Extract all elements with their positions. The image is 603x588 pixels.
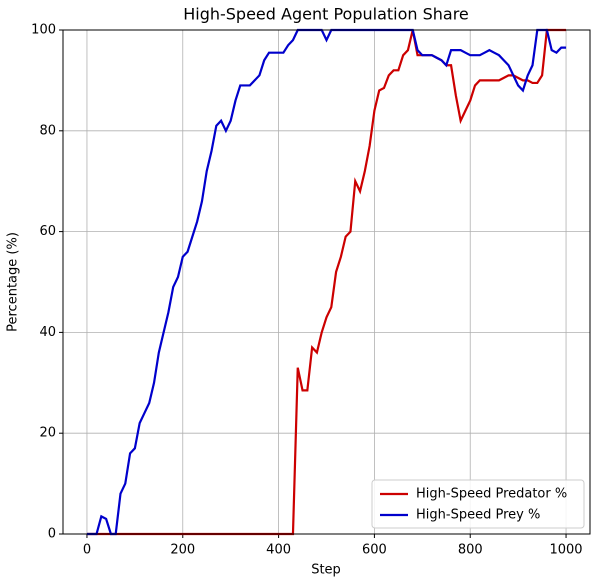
data-line bbox=[86, 28, 567, 536]
y-tick-label: 20 bbox=[39, 426, 56, 441]
y-tick-label: 0 bbox=[48, 527, 56, 542]
x-tick-label: 800 bbox=[458, 543, 483, 558]
x-axis-label: Step bbox=[311, 563, 341, 578]
plot-frame bbox=[62, 29, 591, 535]
x-tick-label: 200 bbox=[170, 543, 195, 558]
y-tick-label: 60 bbox=[39, 224, 56, 239]
legend-label: High-Speed Prey % bbox=[416, 508, 540, 523]
x-tick-label: 400 bbox=[266, 543, 291, 558]
data-line bbox=[86, 28, 567, 536]
legend-box bbox=[371, 479, 585, 529]
y-tick-label: 40 bbox=[39, 325, 56, 340]
x-tick-label: 0 bbox=[83, 543, 91, 558]
legend-label: High-Speed Predator % bbox=[416, 487, 567, 502]
y-axis-label: Percentage (%) bbox=[6, 232, 21, 332]
chart-title: High-Speed Agent Population Share bbox=[183, 5, 469, 24]
y-tick-label: 80 bbox=[39, 123, 56, 138]
x-tick-label: 1000 bbox=[549, 543, 582, 558]
x-tick-label: 600 bbox=[362, 543, 387, 558]
y-tick-label: 100 bbox=[31, 23, 56, 38]
